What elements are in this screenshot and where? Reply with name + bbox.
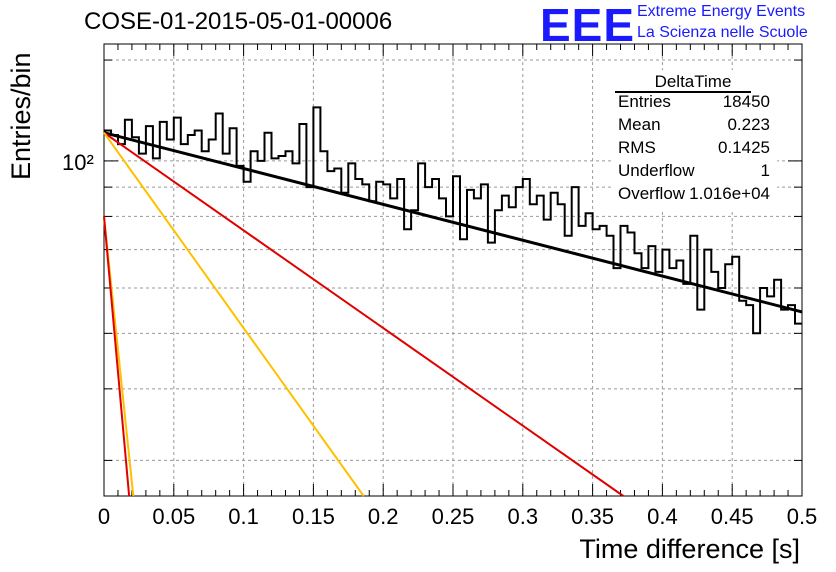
stats-label: RMS bbox=[618, 138, 656, 157]
x-tick-label: 0.45 bbox=[711, 504, 754, 529]
stats-label: Entries bbox=[618, 92, 671, 111]
stats-row-rms: RMS 0.1425 bbox=[618, 138, 770, 160]
fit-line bbox=[103, 131, 624, 497]
fit-line bbox=[103, 131, 803, 314]
stats-value: 0.223 bbox=[727, 115, 770, 134]
x-tick-label: 0.25 bbox=[432, 504, 475, 529]
chart-title: COSE-01-2015-05-01-00006 bbox=[84, 8, 393, 35]
fit-line bbox=[103, 132, 365, 497]
logo-line-1: Extreme Energy Events bbox=[637, 3, 806, 20]
fit-line bbox=[103, 216, 131, 497]
x-tick-label: 0.4 bbox=[647, 504, 678, 529]
y-tick-label: 10² bbox=[62, 150, 94, 175]
x-tick-label: 0.2 bbox=[368, 504, 399, 529]
stats-row-overflow: Overflow 1.016e+04 bbox=[618, 184, 770, 206]
stats-label: Overflow bbox=[618, 184, 686, 203]
stats-title: DeltaTime bbox=[654, 72, 732, 91]
eee-logo: EEE bbox=[540, 0, 636, 51]
stats-value: 1 bbox=[760, 161, 770, 180]
y-axis-label: Entries/bin bbox=[6, 52, 36, 180]
x-axis-label: Time difference [s] bbox=[579, 534, 800, 564]
stats-row-entries: Entries 18450 bbox=[618, 92, 770, 114]
stats-value: 18450 bbox=[722, 92, 770, 111]
stats-row-underflow: Underflow 1 bbox=[618, 161, 770, 183]
x-tick-label: 0.05 bbox=[152, 504, 195, 529]
x-tick-label: 0.35 bbox=[571, 504, 614, 529]
stats-value: 0.1425 bbox=[718, 138, 770, 157]
stats-rule bbox=[615, 91, 751, 93]
stats-label: Mean bbox=[618, 115, 661, 134]
x-tick-label: 0 bbox=[98, 504, 110, 529]
stats-row-mean: Mean 0.223 bbox=[618, 115, 770, 137]
stats-box: DeltaTime Entries 18450 Mean 0.223 RMS 0… bbox=[613, 70, 777, 210]
x-tick-label: 0.1 bbox=[228, 504, 259, 529]
stats-label: Underflow bbox=[618, 161, 695, 180]
stats-value: 1.016e+04 bbox=[689, 184, 770, 203]
x-tick-label: 0.3 bbox=[508, 504, 539, 529]
logo-line-2: La Scienza nelle Scuole bbox=[637, 24, 808, 41]
x-tick-label: 0.15 bbox=[292, 504, 335, 529]
x-tick-label: 0.5 bbox=[787, 504, 818, 529]
